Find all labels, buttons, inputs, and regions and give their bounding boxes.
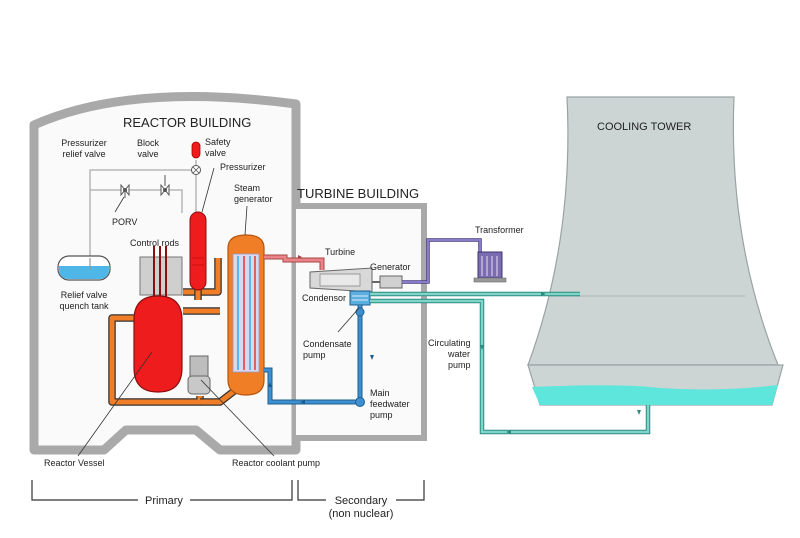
quench-tank [57, 255, 111, 281]
generator-label: Generator [370, 262, 411, 272]
circulating-pump-label-2: water [447, 349, 470, 359]
secondary-sub-label: (non nuclear) [329, 508, 394, 520]
cooling-tower-title: COOLING TOWER [597, 121, 691, 133]
reactor-building-title: REACTOR BUILDING [123, 115, 251, 130]
porv-label: PORV [112, 217, 137, 227]
porv-valve [120, 183, 130, 198]
reactor-vessel [133, 246, 183, 393]
block-valve-label-2: valve [137, 149, 158, 159]
leader-lines [77, 167, 360, 457]
pressurizer [189, 211, 207, 291]
condensor-label: Condensor [302, 293, 346, 303]
pressurizer-relief-valve-label: Pressurizer [61, 138, 107, 148]
turbine-building-title: TURBINE BUILDING [297, 186, 419, 201]
reactor-coolant-pump [187, 355, 211, 395]
primary-label: Primary [145, 495, 183, 507]
bracket-labels: Primary Secondary (non nuclear) [138, 494, 396, 520]
primary-loop-pipes [108, 258, 241, 406]
safety-valve-label-2: valve [205, 148, 226, 158]
quench-tank-label: Relief valve [61, 290, 108, 300]
secondary-label: Secondary [335, 495, 388, 507]
condensate-pump-label-2: pump [303, 350, 326, 360]
cooling-tower: COOLING TOWER [527, 96, 784, 406]
transformer-label: Transformer [475, 225, 524, 235]
quench-tank-label-2: quench tank [59, 301, 109, 311]
condensate-pump-label: Condensate [303, 339, 352, 349]
safety-valve-label: Safety [205, 137, 231, 147]
circulating-pump-label-3: pump [448, 360, 471, 370]
condensate-pump [355, 307, 365, 317]
reactor-coolant-pump-label: Reactor coolant pump [232, 458, 320, 468]
main-feedwater-pump-label-3: pump [370, 410, 393, 420]
block-valve-label: Block [137, 138, 160, 148]
transformer-line [402, 238, 482, 284]
safety-valve [191, 141, 201, 175]
transformer [473, 251, 507, 283]
steam-generator [227, 234, 265, 396]
steam-generator-label: Steam [234, 183, 260, 193]
main-feedwater-pump-label-2: feedwater [370, 399, 410, 409]
control-rods-label: Control rods [130, 238, 180, 248]
feedwater-line [264, 305, 374, 405]
main-feedwater-pump-label: Main [370, 388, 390, 398]
main-feedwater-pump [355, 397, 365, 407]
turbine-label: Turbine [325, 247, 355, 257]
component-labels: Pressurizer relief valve Block valve Saf… [44, 137, 524, 468]
pressurizer-relief-valve-label-2: relief valve [62, 149, 105, 159]
steam-line [264, 254, 325, 270]
circulating-water-loop [370, 291, 651, 435]
reactor-vessel-label: Reactor Vessel [44, 458, 105, 468]
steam-generator-label-2: generator [234, 194, 273, 204]
turbine [309, 267, 373, 293]
condensor [349, 290, 371, 306]
circulating-pump-label: Circulating [428, 338, 471, 348]
block-valve [160, 175, 170, 197]
pressurizer-label: Pressurizer [220, 162, 266, 172]
